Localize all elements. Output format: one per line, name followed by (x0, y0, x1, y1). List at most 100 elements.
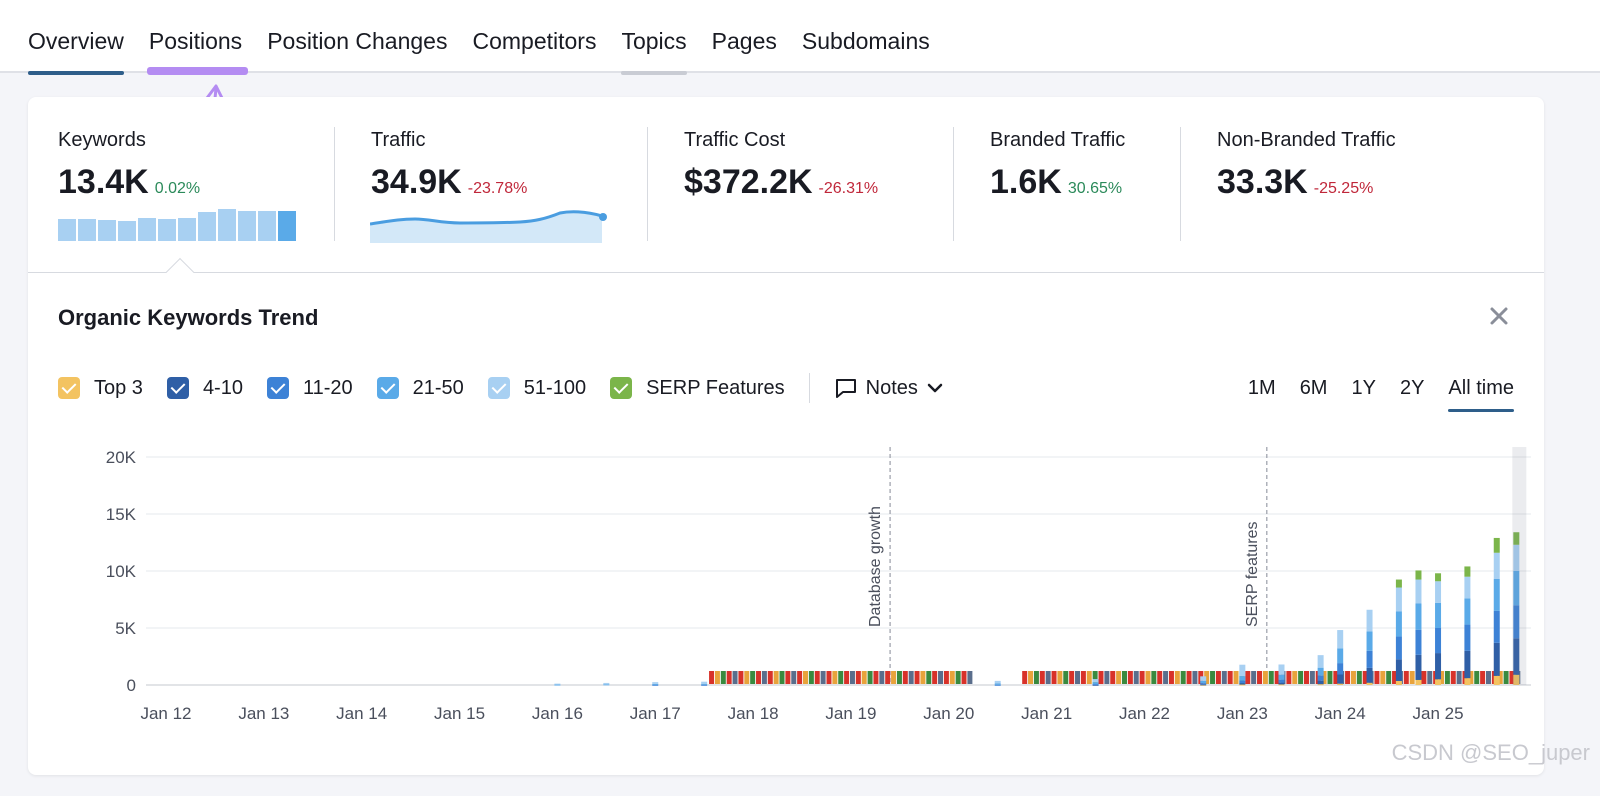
metric-divider (647, 127, 648, 241)
metric-keywords-value: 13.4K 0.02% (58, 163, 200, 202)
serp-feature-marker (938, 671, 944, 684)
bar-segment (1513, 605, 1520, 639)
metric-branded-traffic-value: 1.6K 30.65% (990, 163, 1122, 202)
serp-feature-marker (1221, 671, 1227, 684)
serp-feature-marker (756, 671, 762, 684)
serp-feature-marker (1063, 671, 1069, 684)
bar-segment (1278, 679, 1285, 683)
serp-feature-marker (1227, 671, 1233, 684)
bar-segment (1513, 674, 1520, 685)
serp-feature-marker (896, 671, 902, 684)
serp-feature-marker (1380, 671, 1386, 684)
bar-segment (994, 680, 1001, 684)
legend-51-100[interactable]: 51-100 (487, 376, 587, 400)
range-1m[interactable]: 1M (1248, 373, 1276, 411)
sparkbar (118, 221, 136, 241)
bar-segment (1366, 682, 1373, 685)
y-tick-label: 10K (106, 562, 137, 581)
legend-checkbox-serp-features[interactable] (610, 377, 633, 399)
sparkbar (238, 211, 256, 241)
serp-feature-marker (1028, 671, 1034, 684)
range-1y[interactable]: 1Y (1351, 373, 1375, 411)
serp-feature-marker (1251, 671, 1257, 684)
metric-branded-traffic-number: 1.6K (990, 163, 1062, 201)
tab-positions[interactable]: Positions (146, 0, 249, 75)
legend-checkbox-4-10[interactable] (166, 377, 189, 399)
bar-segment (1200, 683, 1207, 685)
x-tick-label: Jan 24 (1315, 704, 1366, 723)
close-icon[interactable] (1486, 303, 1512, 329)
keywords-sparkbar-chart (58, 209, 296, 241)
serp-feature-marker (767, 671, 773, 684)
serp-feature-marker (879, 671, 885, 684)
tab-competitors[interactable]: Competitors (472, 0, 596, 73)
serp-feature-marker (891, 671, 897, 684)
tab-overview[interactable]: Overview (28, 0, 124, 75)
range-2y[interactable]: 2Y (1400, 373, 1424, 411)
notes-dropdown[interactable]: Notes (834, 377, 952, 400)
serp-feature-marker (873, 671, 879, 684)
serp-feature-marker (1098, 671, 1104, 684)
x-tick-label: Jan 13 (238, 704, 289, 723)
serp-feature-marker (1245, 671, 1251, 684)
sparkbar (138, 218, 156, 241)
metric-non-branded-traffic-value: 33.3K -25.25% (1217, 163, 1373, 202)
sparkbar (98, 220, 116, 241)
serp-feature-marker (1057, 671, 1063, 684)
x-tick-label: Jan 12 (140, 704, 191, 723)
range-6m[interactable]: 6M (1300, 373, 1328, 411)
bar-segment (1366, 667, 1373, 683)
bar-segment (1278, 682, 1285, 685)
serp-feature-marker (744, 671, 750, 684)
annotation-label: Database growth (867, 506, 884, 627)
legend-serp-features[interactable]: SERP Features (610, 377, 785, 400)
y-tick-label: 20K (106, 448, 137, 467)
legend-checkbox-11-20[interactable] (266, 377, 289, 399)
tab-topics[interactable]: Topics (621, 0, 687, 75)
bar-segment (1435, 581, 1442, 603)
bar-segment (652, 682, 659, 684)
bar-segment (652, 684, 659, 686)
legend-checkbox-51-100[interactable] (487, 377, 510, 399)
legend-11-20[interactable]: 11-20 (266, 377, 353, 400)
metric-keywords-number: 13.4K (58, 163, 149, 201)
legend-label: 51-100 (523, 376, 587, 399)
bar-segment (652, 683, 659, 685)
x-tick-label: Jan 22 (1119, 704, 1170, 723)
legend-checkbox-21-50[interactable] (376, 377, 399, 399)
legend-top-3[interactable]: Top 3 (58, 377, 143, 400)
bar-segment (1435, 679, 1442, 685)
serp-feature-marker (1439, 671, 1445, 684)
bar-segment (1317, 667, 1324, 676)
tab-subdomains[interactable]: Subdomains (802, 0, 930, 73)
tab-position-changes[interactable]: Position Changes (267, 0, 447, 73)
legend-4-10[interactable]: 4-10 (166, 377, 243, 400)
serp-feature-marker (1345, 671, 1351, 684)
tab-pages[interactable]: Pages (712, 0, 777, 73)
range-all-time[interactable]: All time (1448, 373, 1514, 412)
metric-traffic-number: 34.9K (371, 163, 462, 201)
bar-segment (1366, 631, 1373, 651)
tab-positions-highlight (146, 67, 249, 75)
serp-feature-marker (1392, 671, 1398, 684)
bar-segment (1366, 609, 1373, 632)
bar-segment (994, 684, 1001, 686)
legend-checkbox-top-3[interactable] (58, 377, 80, 399)
bar-segment (1415, 679, 1422, 685)
serp-feature-marker (1286, 671, 1292, 684)
bar-segment (1278, 664, 1285, 675)
traffic-sparkline (369, 205, 610, 243)
bar-segment (1415, 570, 1422, 580)
legend-label: Top 3 (94, 376, 143, 399)
bar-segment (1493, 610, 1500, 643)
series-legend: Top 3 4-10 11-20 21-50 51-100 SERP Featu… (58, 373, 952, 403)
metric-traffic-value: 34.9K -23.78% (371, 163, 527, 202)
bar-segment (1239, 683, 1246, 685)
serp-feature-marker (1274, 671, 1280, 684)
x-tick-label: Jan 21 (1021, 704, 1072, 723)
bar-segment (1200, 680, 1207, 684)
bar-segment (1278, 684, 1285, 686)
legend-21-50[interactable]: 21-50 (376, 377, 464, 400)
bar-segment (1435, 628, 1442, 654)
serp-feature-marker (1145, 671, 1151, 684)
